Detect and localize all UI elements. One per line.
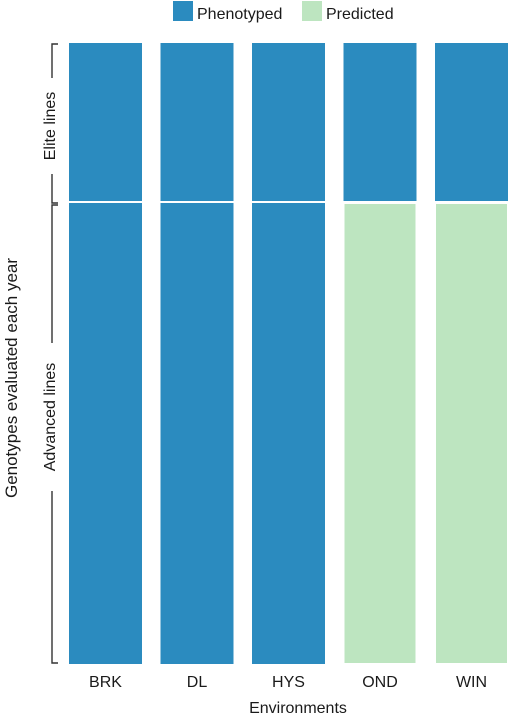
x-tick-labels: BRK DL HYS OND WIN [89, 674, 487, 691]
group-label-area: Elite lines Advanced lines [35, 78, 63, 491]
bar-elite-lines-dl [160, 43, 234, 201]
bar-advanced-lines-brk [69, 203, 142, 664]
bars [69, 43, 509, 665]
legend: Phenotyped Predicted [173, 1, 394, 23]
x-axis-title: Environments [249, 700, 347, 717]
bar-elite-lines-win [435, 43, 508, 201]
bar-advanced-lines-ond [342, 202, 418, 665]
bar-elite-lines-hys [252, 43, 325, 201]
legend-label-phenotyped: Phenotyped [197, 6, 282, 23]
bar-advanced-lines-win [434, 202, 509, 665]
group-label-bg-advanced [35, 343, 63, 491]
bar-advanced-lines-dl [160, 203, 234, 664]
x-tick-label-brk: BRK [89, 674, 122, 691]
y-axis-title: Genotypes evaluated each year [2, 258, 21, 498]
group-label-advanced: Advanced lines [42, 363, 59, 472]
legend-label-predicted: Predicted [326, 6, 394, 23]
x-tick-label-dl: DL [187, 674, 208, 691]
bar-elite-lines-brk [69, 43, 142, 201]
x-tick-label-ond: OND [362, 674, 398, 691]
bar-elite-lines-ond [343, 43, 417, 201]
legend-swatch-predicted [302, 1, 322, 21]
group-label-bg-elite [35, 78, 63, 174]
legend-swatch-phenotyped [173, 1, 193, 21]
x-tick-label-win: WIN [456, 674, 487, 691]
x-tick-label-hys: HYS [272, 674, 305, 691]
bar-advanced-lines-hys [252, 203, 325, 664]
group-label-elite: Elite lines [42, 92, 59, 160]
